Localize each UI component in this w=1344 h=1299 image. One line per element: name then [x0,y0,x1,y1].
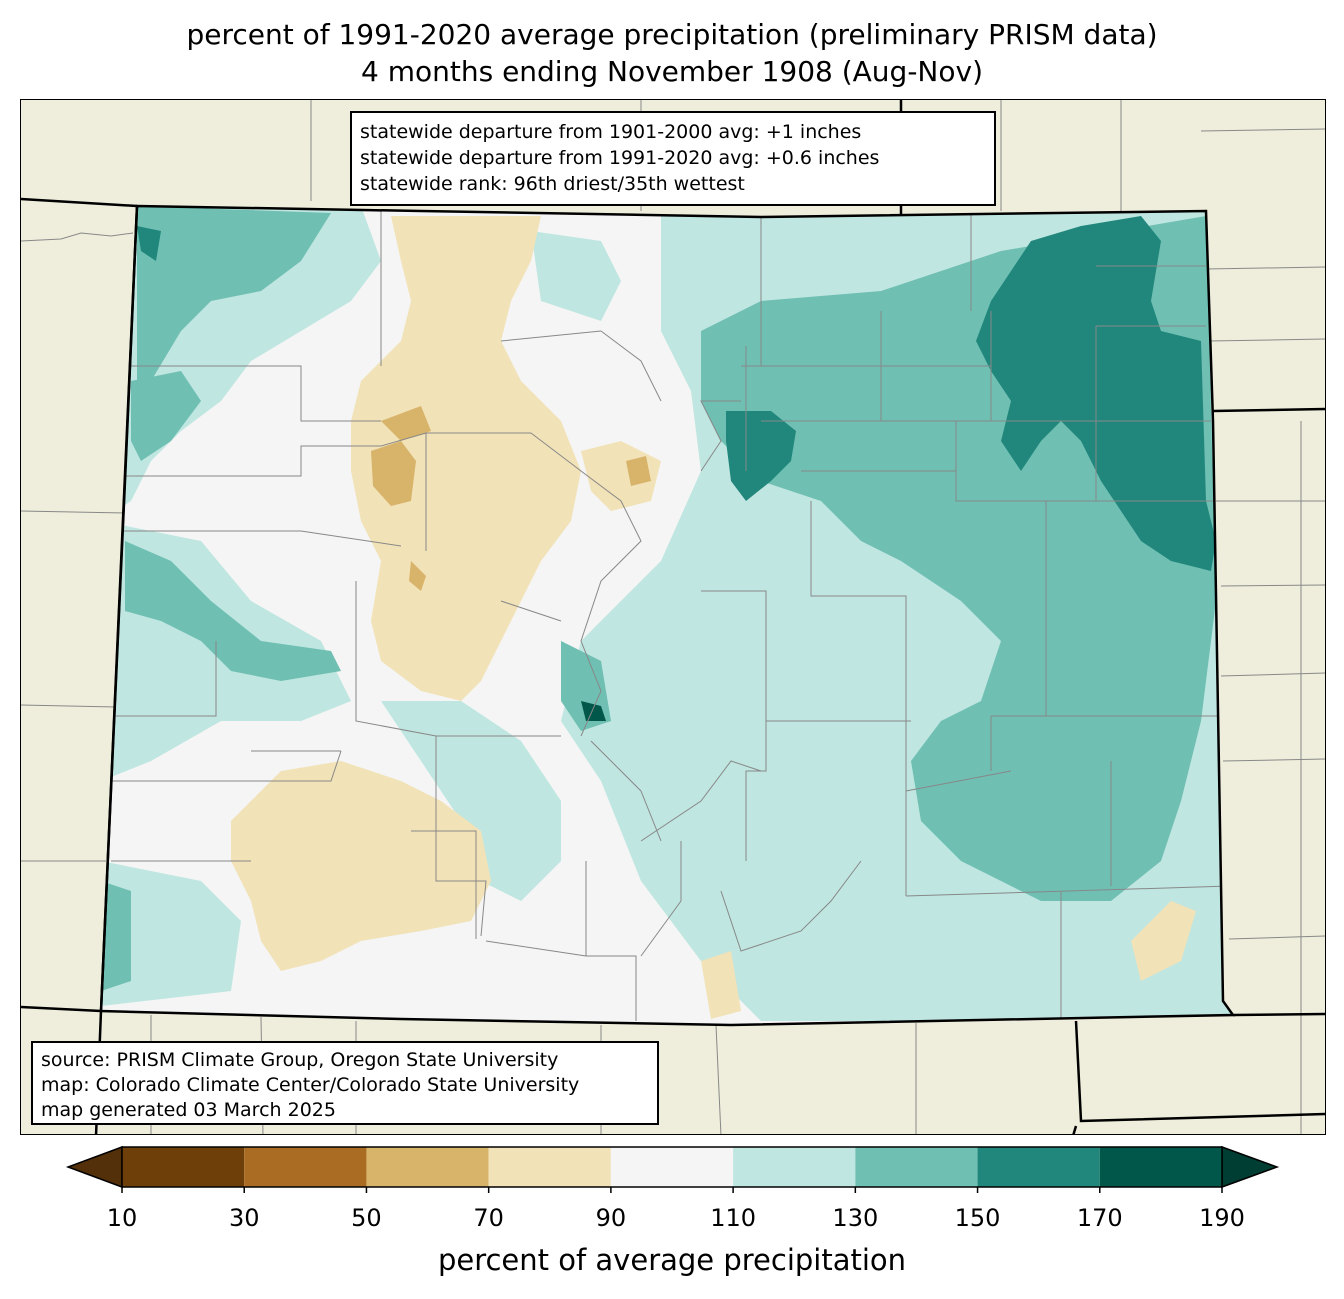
source-line-3: map generated 03 March 2025 [41,1099,336,1121]
colorbar-tick-label: 130 [832,1204,879,1232]
colorbar-segment [122,1147,245,1187]
colorbar-over-arrow [1221,1145,1280,1189]
colorbar-tick-label: 10 [106,1204,138,1232]
county-lines [111,211,1232,1021]
source-line-1: source: PRISM Climate Group, Oregon Stat… [41,1049,559,1071]
colorbar-segment [855,1147,978,1187]
colorbar-segment [977,1147,1100,1187]
map-frame [20,99,1326,1135]
stats-line-2: statewide departure from 1991-2020 avg: … [360,147,880,169]
colorbar-tick-label: 30 [228,1204,260,1232]
stats-line-3: statewide rank: 96th driest/35th wettest [360,173,745,195]
colorbar [65,1145,1280,1193]
precipitation-field [101,206,1233,1025]
colorbar-segment [488,1147,611,1187]
colorbar-tick-label: 50 [351,1204,382,1232]
colorbar-segment [610,1147,734,1187]
colorbar-label: percent of average precipitation [437,1243,907,1277]
colorbar-segment [1099,1147,1222,1187]
colorbar-tick-label: 170 [1076,1204,1123,1232]
colorbar-segment [244,1147,367,1187]
colorbar-outline [121,1146,1223,1188]
colorbar-tick-label: 190 [1199,1204,1245,1232]
source-box: source: PRISM Climate Group, Oregon Stat… [31,1041,659,1125]
stats-line-1: statewide departure from 1901-2000 avg: … [360,121,862,143]
colorbar-tick-label: 150 [954,1204,1001,1232]
map-title-line1: percent of 1991-2020 average precipitati… [186,18,1158,51]
source-line-2: map: Colorado Climate Center/Colorado St… [41,1074,580,1096]
colorbar-tick-label: 110 [710,1204,757,1232]
colorbar-tick-label: 70 [473,1204,504,1232]
colorbar-segment [366,1147,489,1187]
colorbar-under-arrow [65,1145,123,1189]
colorado-border [99,204,1236,1027]
neighbor-borders [21,100,1325,1134]
map-title-line2: 4 months ending November 1908 (Aug-Nov) [360,55,983,88]
colorbar-segment [733,1147,856,1187]
colorbar-tick-label: 90 [595,1204,627,1232]
statewide-stats-box: statewide departure from 1901-2000 avg: … [350,111,996,206]
precipitation-map [21,100,1325,1134]
